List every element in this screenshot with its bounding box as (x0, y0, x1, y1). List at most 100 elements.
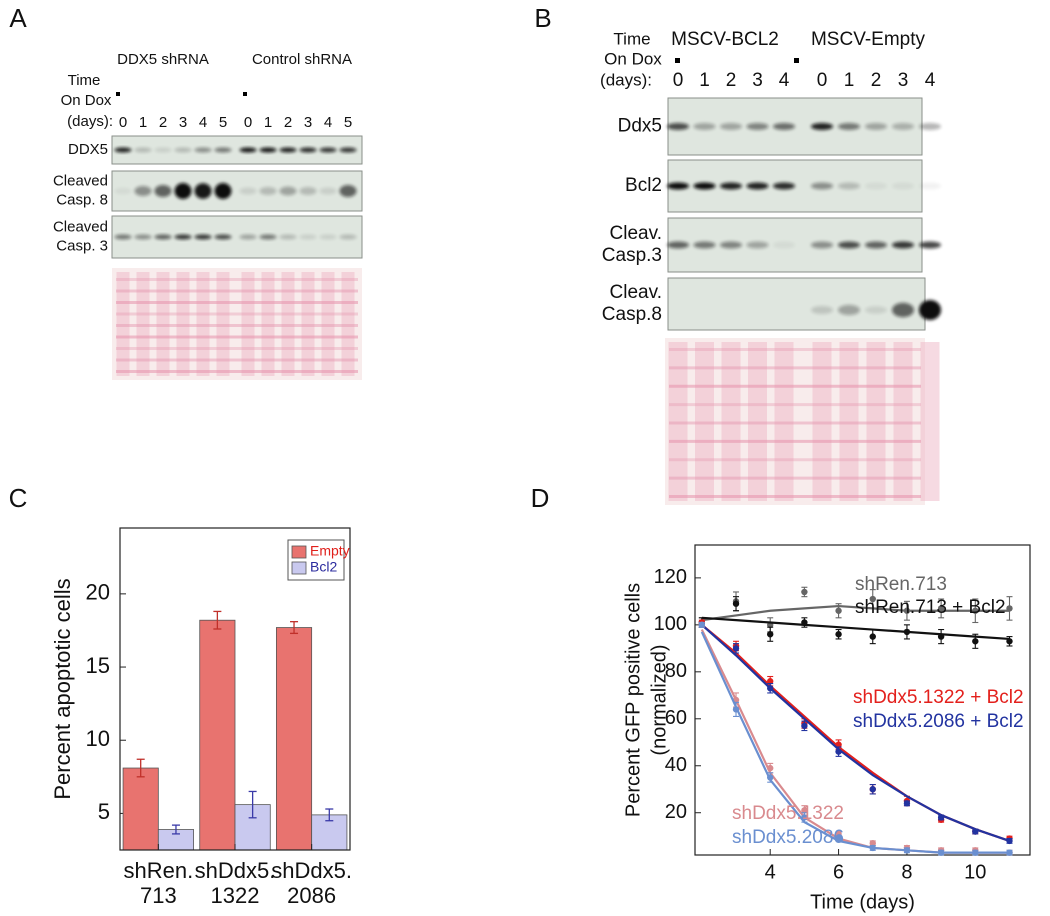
blot-band (259, 147, 277, 153)
blot-band (239, 234, 257, 240)
blot-band (134, 234, 152, 240)
axes-frame (119, 527, 351, 851)
ponceau-stripe (116, 335, 358, 339)
series-label: shRen.713 (855, 574, 947, 595)
ponceau-lane (241, 272, 255, 376)
ponceau-lane (136, 272, 150, 376)
ponceau-lane (116, 272, 130, 376)
series-label: shRen.713 + Bcl2 (855, 597, 1006, 618)
group-label: Control shRNA (252, 51, 352, 68)
data-point (869, 840, 876, 847)
blot-band (319, 187, 337, 195)
blot-band (667, 182, 689, 190)
blot-band (339, 234, 357, 240)
data-point (835, 835, 842, 842)
error-bar (325, 808, 334, 822)
y-tick-label: 60 (665, 707, 687, 729)
bar (199, 619, 236, 851)
data-point (801, 814, 808, 821)
blot-band (239, 187, 257, 195)
y-tick-label: 40 (665, 754, 687, 776)
blot-band (134, 147, 152, 153)
legend-swatch (291, 545, 307, 559)
ponceau-lane (281, 272, 295, 376)
blot-label: Casp. 8 (56, 191, 108, 208)
blot-band (773, 123, 795, 130)
blot-band (865, 123, 887, 130)
blot-band (114, 147, 132, 153)
x-tick-label: 4 (765, 861, 776, 883)
data-point (835, 631, 842, 638)
blot-band (773, 241, 795, 249)
data-point (937, 633, 945, 640)
data-point (767, 774, 774, 781)
data-point (767, 631, 774, 638)
ponceau-stripe (116, 289, 358, 293)
x-tick-label: 8 (901, 861, 912, 883)
data-point (732, 706, 740, 713)
blot-band (892, 182, 914, 190)
ponceau-lane (920, 342, 940, 501)
blot-band (174, 183, 192, 199)
series-label: shDdx5.2086 + Bcl2 (853, 711, 1024, 732)
data-point (903, 607, 911, 614)
fit-line (701, 604, 1010, 622)
blot-band (919, 241, 941, 249)
data-point (801, 722, 808, 730)
ponceau-stripe (669, 476, 921, 480)
ponceau-lane (721, 342, 741, 501)
blot-band (194, 147, 212, 153)
error-bar (136, 758, 145, 778)
x-tick-label: shRen. 713 (123, 858, 194, 908)
time-label: On Dox (61, 92, 112, 109)
blot-band (259, 234, 277, 240)
zero-marker (794, 58, 799, 63)
data-point (835, 830, 842, 838)
ponceau-stripe (669, 439, 921, 443)
ponceau-stripe (669, 495, 921, 498)
blot-label: Casp.3 (602, 245, 662, 266)
lane-number: 2 (726, 70, 737, 91)
blot-label: Cleav. (610, 223, 662, 244)
fit-line (700, 631, 1010, 854)
data-point (801, 807, 808, 814)
ponceau-lane (812, 342, 832, 501)
lane-number: 1 (844, 70, 855, 91)
lane-number: 4 (199, 114, 207, 131)
data-point (1006, 605, 1013, 612)
data-point (937, 814, 945, 821)
blot-band (838, 304, 860, 316)
lane-number: 0 (119, 114, 127, 131)
blot-band (720, 241, 742, 249)
panel-label: A (9, 3, 27, 33)
time-label: Time (613, 29, 650, 48)
blot-band (154, 147, 172, 153)
blot-label: Cleav. (610, 282, 662, 303)
lane-number: 3 (179, 114, 187, 131)
blot-band (174, 147, 192, 153)
ponceau-lane (176, 272, 190, 376)
zero-marker (116, 92, 120, 96)
data-point (801, 619, 808, 626)
error-bar (248, 790, 257, 819)
ponceau-lane (748, 342, 767, 501)
time-label: Time (68, 72, 101, 89)
panel-label: D (531, 483, 550, 513)
fit-line (701, 616, 1010, 641)
time-label: (days): (600, 70, 652, 89)
blot-band (746, 182, 769, 190)
lane-number: 4 (324, 114, 332, 131)
data-point (835, 607, 842, 614)
time-label: (days): (67, 113, 113, 130)
blot-band (319, 234, 337, 240)
y-axis-label: Percent GFP positive cells (622, 583, 644, 817)
y-tick-label: 120 (654, 566, 687, 588)
bar (122, 767, 159, 851)
blot-band (239, 147, 257, 153)
blot-band (214, 183, 232, 199)
panel-label: B (534, 3, 551, 33)
blot-band (279, 186, 297, 196)
blot-band (865, 306, 887, 314)
ponceau-stain (112, 268, 362, 380)
